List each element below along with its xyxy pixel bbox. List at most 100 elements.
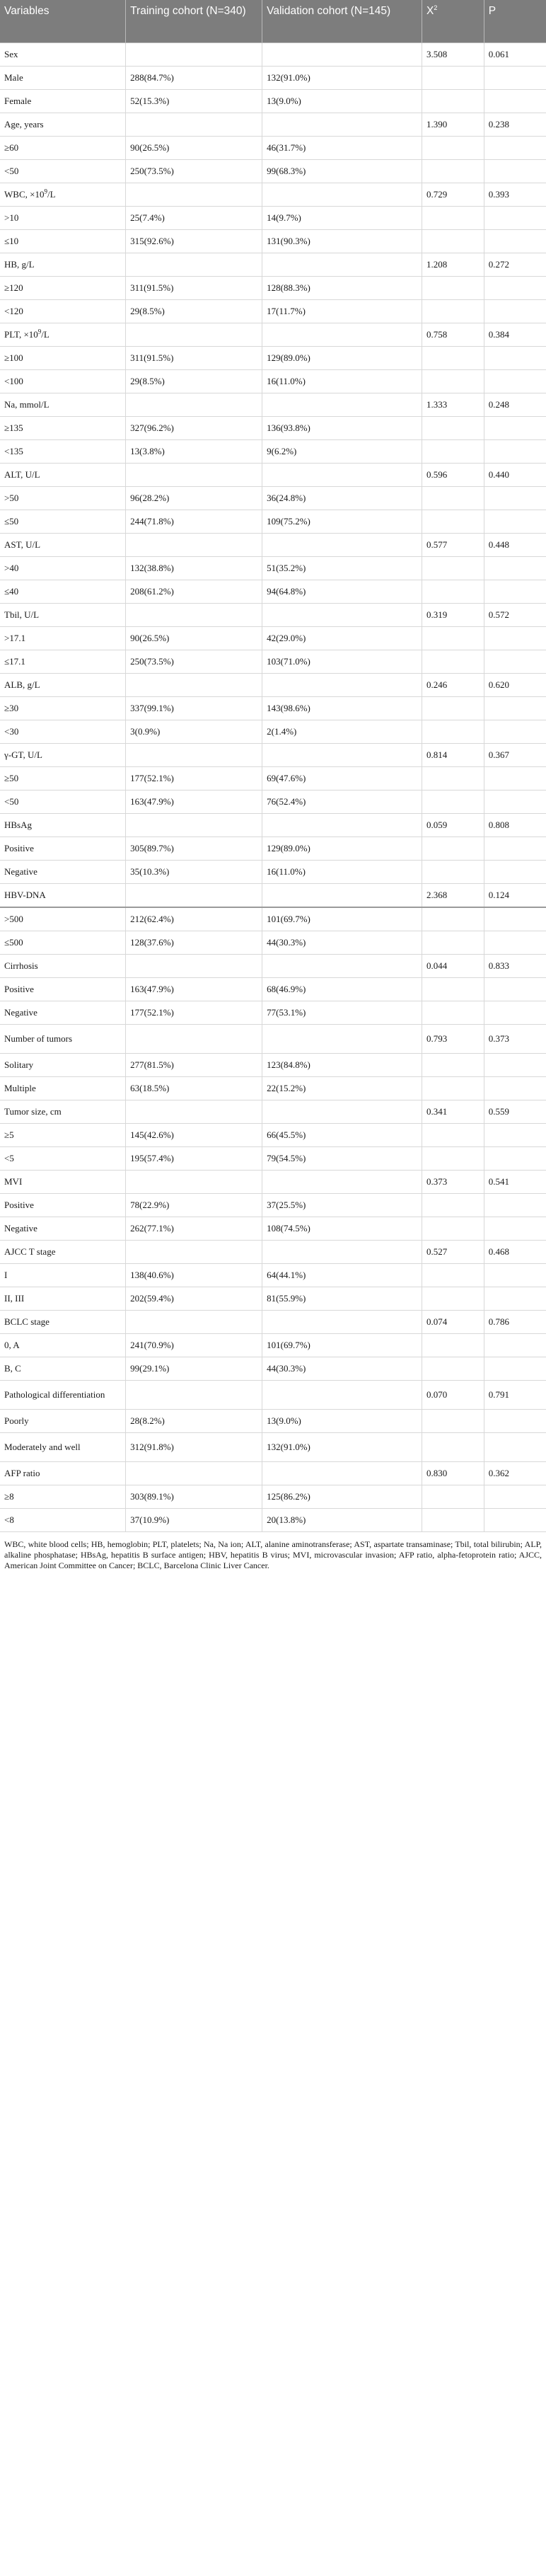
p-value [484, 1432, 546, 1462]
chi-square-value [422, 416, 484, 440]
p-value: 0.362 [484, 1461, 546, 1485]
validation-value [262, 183, 423, 207]
training-value: 244(71.8%) [125, 510, 263, 534]
training-value: 305(89.7%) [125, 836, 263, 861]
training-value [125, 323, 263, 347]
variable-row: Number of tumors 0.793 0.373 [0, 1024, 546, 1054]
chi-square-value [422, 766, 484, 790]
training-value: 63(18.5%) [125, 1076, 263, 1100]
p-value: 0.367 [484, 743, 546, 767]
category-label: >50 [0, 486, 127, 510]
p-value [484, 1287, 546, 1311]
header-chi-square: X2 [422, 0, 484, 43]
chi-square-value [422, 580, 484, 604]
label-text: WBC, ×10 [4, 189, 45, 200]
variable-label: AJCC T stage [0, 1240, 127, 1264]
category-row: ≥100 311(91.5%) 129(89.0%) [0, 346, 546, 370]
validation-value: 94(64.8%) [262, 580, 423, 604]
validation-value: 22(15.2%) [262, 1076, 423, 1100]
p-value [484, 836, 546, 861]
variable-label: AFP ratio [0, 1461, 127, 1485]
variable-label: γ-GT, U/L [0, 743, 127, 767]
category-label: Positive [0, 836, 127, 861]
p-value [484, 977, 546, 1001]
training-value: 303(89.1%) [125, 1485, 263, 1509]
training-value [125, 253, 263, 277]
training-value: 195(57.4%) [125, 1146, 263, 1171]
variable-label: Sex [0, 42, 127, 67]
table-header: Variables Training cohort (N=340) Valida… [0, 0, 546, 43]
category-label: ≥120 [0, 276, 127, 300]
table-footnote: WBC, white blood cells; HB, hemoglobin; … [4, 1539, 542, 1570]
variable-row: HBV-DNA 2.368 0.124 [0, 883, 546, 908]
training-value: 312(91.8%) [125, 1432, 263, 1462]
category-row: II, III 202(59.4%) 81(55.9%) [0, 1287, 546, 1311]
validation-value [262, 813, 423, 837]
p-value [484, 206, 546, 230]
category-row: Negative 35(10.3%) 16(11.0%) [0, 860, 546, 884]
training-value: 163(47.9%) [125, 790, 263, 814]
category-label: Poorly [0, 1409, 127, 1433]
chi-square-value: 0.527 [422, 1240, 484, 1264]
chi-square-value [422, 1193, 484, 1217]
training-value: 177(52.1%) [125, 1001, 263, 1025]
p-value [484, 766, 546, 790]
chi-square-value: 0.596 [422, 463, 484, 487]
category-row: Positive 78(22.9%) 37(25.5%) [0, 1193, 546, 1217]
p-value [484, 1123, 546, 1147]
category-row: >10 25(7.4%) 14(9.7%) [0, 206, 546, 230]
validation-value: 37(25.5%) [262, 1193, 423, 1217]
p-value [484, 369, 546, 393]
variable-label: Number of tumors [0, 1024, 127, 1054]
chi-square-value [422, 510, 484, 534]
variable-label: AST, U/L [0, 533, 127, 557]
category-row: <5 195(57.4%) 79(54.5%) [0, 1146, 546, 1171]
training-value: 25(7.4%) [125, 206, 263, 230]
category-row: <100 29(8.5%) 16(11.0%) [0, 369, 546, 393]
validation-value: 101(69.7%) [262, 1333, 423, 1357]
variable-label: HBsAg [0, 813, 127, 837]
validation-value [262, 673, 423, 697]
validation-value [262, 1170, 423, 1194]
p-value [484, 556, 546, 580]
header-chi-square-exponent: 2 [434, 4, 438, 11]
category-row: <8 37(10.9%) 20(13.8%) [0, 1508, 546, 1532]
chi-square-value: 3.508 [422, 42, 484, 67]
training-value: 250(73.5%) [125, 650, 263, 674]
validation-value: 132(91.0%) [262, 1432, 423, 1462]
category-row: Solitary 277(81.5%) 123(84.8%) [0, 1053, 546, 1077]
chi-square-value [422, 1287, 484, 1311]
chi-square-value [422, 1123, 484, 1147]
p-value: 0.393 [484, 183, 546, 207]
validation-value: 36(24.8%) [262, 486, 423, 510]
p-value: 0.440 [484, 463, 546, 487]
category-row: ≤40 208(61.2%) 94(64.8%) [0, 580, 546, 604]
validation-value: 64(44.1%) [262, 1263, 423, 1287]
training-value [125, 1240, 263, 1264]
p-value: 0.786 [484, 1310, 546, 1334]
variable-row: γ-GT, U/L 0.814 0.367 [0, 743, 546, 767]
chi-square-value [422, 1409, 484, 1433]
category-row: Multiple 63(18.5%) 22(15.2%) [0, 1076, 546, 1100]
category-row: Female 52(15.3%) 13(9.0%) [0, 89, 546, 113]
variable-label: WBC, ×109/L [0, 183, 127, 207]
validation-value [262, 533, 423, 557]
category-label: Positive [0, 977, 127, 1001]
category-row: Poorly 28(8.2%) 13(9.0%) [0, 1409, 546, 1433]
category-row: ≥5 145(42.6%) 66(45.5%) [0, 1123, 546, 1147]
p-value [484, 1333, 546, 1357]
validation-value [262, 883, 423, 908]
category-label: <120 [0, 299, 127, 323]
training-value: 128(37.6%) [125, 931, 263, 955]
validation-value: 42(29.0%) [262, 626, 423, 650]
category-label: <5 [0, 1146, 127, 1171]
p-value [484, 346, 546, 370]
training-value: 241(70.9%) [125, 1333, 263, 1357]
baseline-characteristics-table: Variables Training cohort (N=340) Valida… [0, 0, 546, 1532]
training-value: 13(3.8%) [125, 439, 263, 464]
validation-value: 17(11.7%) [262, 299, 423, 323]
chi-square-value [422, 836, 484, 861]
validation-value: 68(46.9%) [262, 977, 423, 1001]
category-label: Multiple [0, 1076, 127, 1100]
chi-square-value: 0.246 [422, 673, 484, 697]
